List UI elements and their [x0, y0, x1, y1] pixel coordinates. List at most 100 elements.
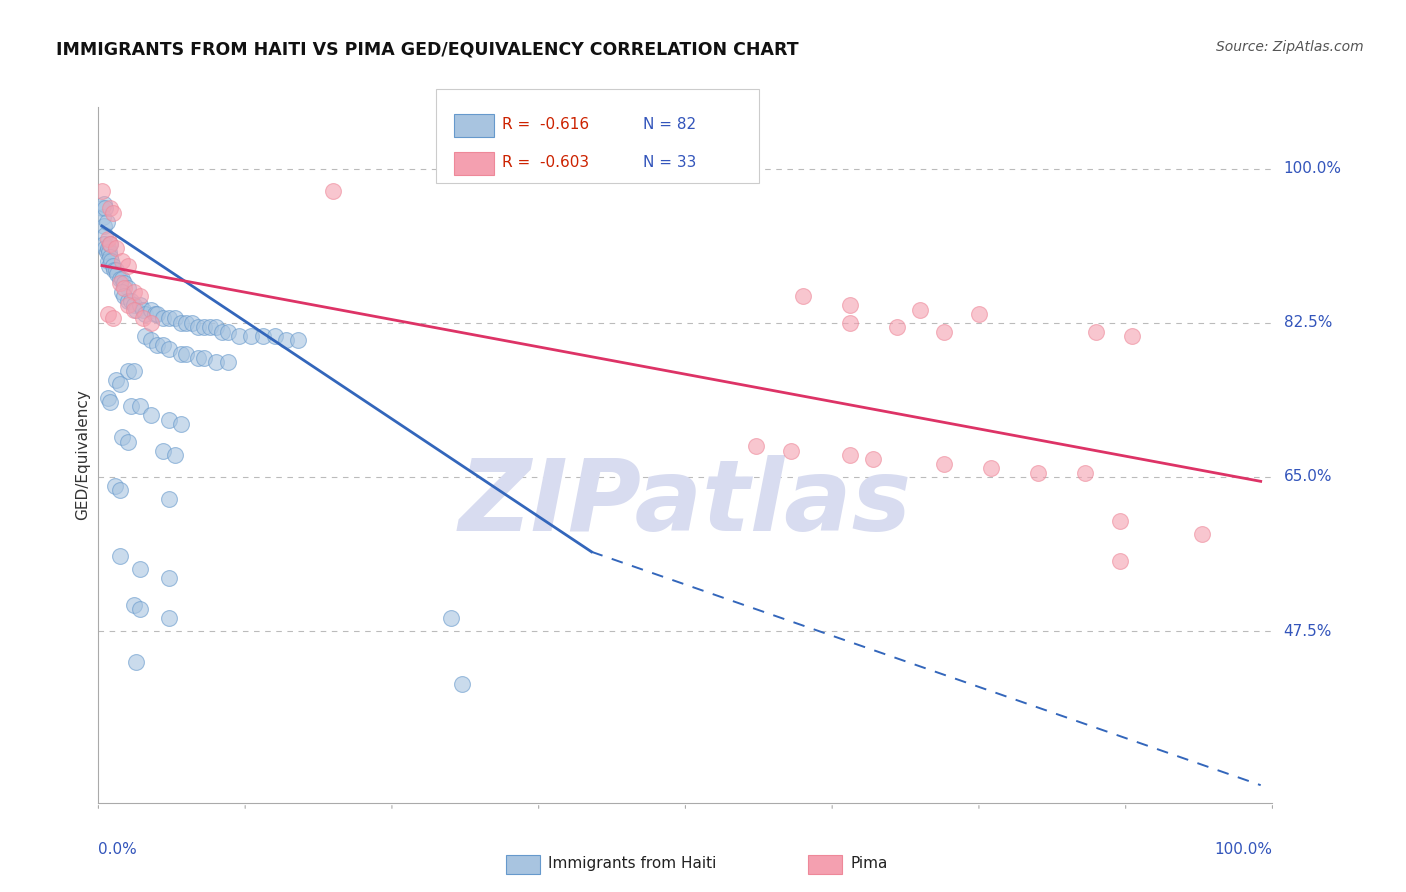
Point	[112, 276, 135, 290]
Point	[94, 227, 117, 242]
Point	[157, 571, 180, 585]
Point	[980, 461, 1002, 475]
Point	[111, 430, 134, 444]
Point	[132, 302, 155, 317]
Point	[1121, 329, 1143, 343]
Point	[128, 298, 150, 312]
Text: Source: ZipAtlas.com: Source: ZipAtlas.com	[1216, 40, 1364, 54]
Point	[176, 346, 198, 360]
Point	[105, 241, 128, 255]
Point	[98, 236, 121, 251]
Text: IMMIGRANTS FROM HAITI VS PIMA GED/EQUIVALENCY CORRELATION CHART: IMMIGRANTS FROM HAITI VS PIMA GED/EQUIVA…	[56, 40, 799, 58]
Point	[101, 205, 124, 219]
Point	[187, 351, 209, 365]
Point	[838, 298, 860, 312]
Point	[141, 302, 163, 317]
Point	[932, 325, 955, 339]
Text: Pima: Pima	[851, 856, 889, 871]
Point	[838, 316, 860, 330]
Point	[97, 241, 120, 255]
Text: Immigrants from Haiti: Immigrants from Haiti	[548, 856, 717, 871]
Point	[105, 268, 128, 282]
Point	[128, 400, 150, 414]
Point	[101, 259, 124, 273]
Point	[862, 452, 884, 467]
Point	[908, 302, 931, 317]
Point	[169, 417, 191, 431]
Point	[117, 280, 139, 294]
Point	[780, 443, 803, 458]
Point	[105, 263, 128, 277]
Point	[93, 197, 115, 211]
Text: 82.5%: 82.5%	[1284, 315, 1331, 330]
Point	[228, 329, 250, 343]
Point	[176, 316, 198, 330]
Point	[322, 184, 344, 198]
Point	[122, 285, 145, 299]
Point	[111, 285, 134, 299]
Point	[122, 598, 145, 612]
Point	[98, 259, 121, 273]
Point	[141, 409, 163, 423]
Point	[128, 289, 150, 303]
Point	[169, 316, 191, 330]
Point	[205, 355, 228, 369]
Point	[93, 219, 115, 233]
Point	[193, 320, 215, 334]
Text: R =  -0.616: R = -0.616	[502, 117, 589, 132]
Point	[103, 263, 125, 277]
Point	[157, 611, 180, 625]
Point	[838, 448, 860, 462]
Point	[97, 232, 120, 246]
Point	[117, 259, 139, 273]
Text: 100.0%: 100.0%	[1215, 842, 1272, 856]
Point	[117, 364, 139, 378]
Point	[122, 364, 145, 378]
Point	[146, 338, 169, 352]
Point	[169, 346, 191, 360]
Point	[187, 320, 209, 334]
Point	[152, 338, 174, 352]
Point	[276, 334, 298, 348]
Point	[101, 311, 124, 326]
Point	[122, 298, 145, 312]
Point	[967, 307, 990, 321]
Point	[122, 302, 145, 317]
Point	[98, 245, 121, 260]
Point	[193, 351, 215, 365]
Point	[252, 329, 274, 343]
Point	[91, 210, 114, 224]
Point	[112, 289, 135, 303]
Point	[132, 311, 155, 326]
Point	[163, 448, 186, 462]
Point	[98, 250, 121, 264]
Point	[211, 325, 233, 339]
Point	[152, 311, 174, 326]
Point	[125, 655, 148, 669]
Point	[198, 320, 221, 334]
Point	[128, 602, 150, 616]
Point	[152, 443, 174, 458]
Text: R =  -0.603: R = -0.603	[502, 155, 589, 170]
Point	[117, 434, 139, 449]
Point	[111, 254, 134, 268]
Point	[1073, 466, 1095, 480]
Point	[157, 343, 180, 357]
Text: N = 33: N = 33	[643, 155, 696, 170]
Point	[94, 241, 117, 255]
Text: 100.0%: 100.0%	[1284, 161, 1341, 177]
Text: ZIPatlas: ZIPatlas	[458, 455, 912, 552]
Point	[120, 400, 142, 414]
Point	[98, 236, 121, 251]
Point	[117, 293, 139, 308]
Point	[1026, 466, 1049, 480]
Point	[117, 298, 139, 312]
Point	[97, 307, 120, 321]
Point	[108, 549, 131, 564]
Point	[263, 329, 285, 343]
Text: 65.0%: 65.0%	[1284, 469, 1331, 484]
Point	[104, 479, 127, 493]
Point	[1191, 527, 1213, 541]
Point	[217, 355, 239, 369]
Point	[108, 276, 131, 290]
